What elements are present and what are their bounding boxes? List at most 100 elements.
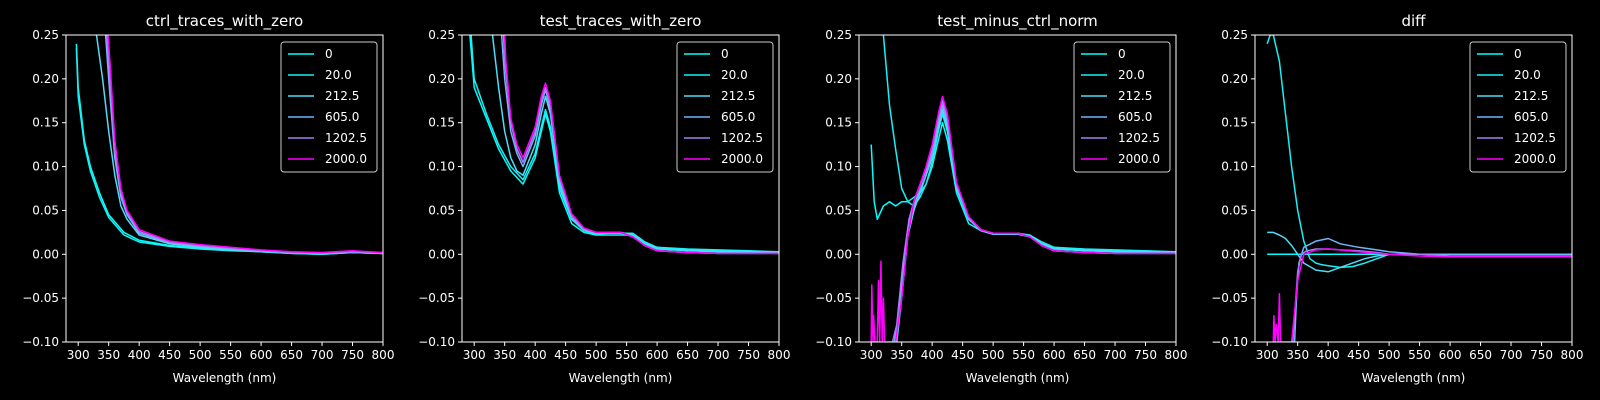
legend: 0 20.0 212.5 605.0 1202.5 2000.0	[1469, 41, 1567, 173]
x-tick-label: 350	[890, 348, 913, 362]
y-tick-label: −0.05	[815, 291, 852, 305]
y-tick-label: 0.20	[428, 72, 455, 86]
y-tick-label: 0.00	[32, 247, 59, 261]
legend-label: 2000.0	[325, 152, 367, 166]
x-tick-label: 450	[158, 348, 181, 362]
series-line-6	[107, 35, 383, 254]
y-tick-label: 0.00	[1221, 247, 1248, 261]
x-tick-label: 800	[372, 348, 395, 362]
x-tick-label: 450	[951, 348, 974, 362]
legend-label: 20.0	[1514, 68, 1541, 82]
y-tick-label: 0.10	[1221, 160, 1248, 174]
y-tick-label: 0.15	[428, 116, 455, 130]
x-tick-label: 450	[1347, 348, 1370, 362]
y-tick-label: −0.05	[22, 291, 59, 305]
y-tick-label: 0.25	[825, 28, 852, 42]
chart-panel-2: 300 350 400 450 500 550 600 650 700 750 800 −0.10 −0…	[418, 12, 790, 385]
series-line-3	[491, 35, 779, 254]
x-tick-label: 300	[67, 348, 90, 362]
legend-label: 2000.0	[1514, 152, 1556, 166]
series-line-2	[75, 48, 383, 256]
y-tick-label: 0.25	[32, 28, 59, 42]
x-tick-label: 750	[1530, 348, 1553, 362]
legend-label: 1202.5	[1514, 131, 1556, 145]
x-axis-label: Wavelength (nm)	[173, 371, 277, 385]
y-tick-label: 0.10	[428, 160, 455, 174]
x-tick-label: 800	[1561, 348, 1584, 362]
legend-label: 212.5	[325, 89, 359, 103]
y-tick-label: −0.10	[1211, 335, 1248, 349]
x-tick-label: 400	[524, 348, 547, 362]
x-tick-label: 550	[1408, 348, 1431, 362]
legend-label: 20.0	[325, 68, 352, 82]
x-tick-label: 550	[1012, 348, 1035, 362]
y-tick-label: 0.05	[32, 203, 59, 217]
x-tick-label: 300	[860, 348, 883, 362]
series-line-5	[1292, 248, 1572, 342]
y-tick-label: 0.20	[1221, 72, 1248, 86]
legend: 0 20.0 212.5 605.0 1202.5 2000.0	[280, 41, 378, 173]
x-tick-label: 800	[1165, 348, 1188, 362]
x-tick-label: 300	[463, 348, 486, 362]
y-tick-label: 0.20	[32, 72, 59, 86]
y-tick-label: 0.05	[428, 203, 455, 217]
series-line-1	[469, 35, 779, 253]
legend-label: 0	[1118, 47, 1126, 61]
x-tick-label: 650	[676, 348, 699, 362]
legend-label: 212.5	[1118, 89, 1152, 103]
chart-panel-1: 300 350 400 450 500 550 600 650 700 750 800 −0.10 −0…	[22, 12, 394, 385]
x-tick-label: 650	[1469, 348, 1492, 362]
x-tick-label: 300	[1256, 348, 1279, 362]
x-tick-label: 750	[341, 348, 364, 362]
x-tick-label: 350	[493, 348, 516, 362]
legend-label: 2000.0	[1118, 152, 1160, 166]
y-tick-label: −0.10	[22, 335, 59, 349]
legend-label: 20.0	[721, 68, 748, 82]
x-tick-label: 600	[1043, 348, 1066, 362]
y-tick-label: −0.10	[815, 335, 852, 349]
x-tick-label: 650	[280, 348, 303, 362]
x-axis-label: Wavelength (nm)	[569, 371, 673, 385]
y-tick-label: 0.15	[1221, 116, 1248, 130]
y-tick-label: 0.00	[428, 247, 455, 261]
axes-frame	[1254, 34, 1573, 343]
x-tick-label: 750	[737, 348, 760, 362]
y-tick-label: 0.20	[825, 72, 852, 86]
axes-frame	[65, 34, 384, 343]
y-tick-label: 0.10	[825, 160, 852, 174]
x-tick-label: 400	[921, 348, 944, 362]
x-tick-label: 400	[1317, 348, 1340, 362]
y-tick-label: 0.25	[428, 28, 455, 42]
x-tick-label: 550	[615, 348, 638, 362]
y-tick-label: −0.05	[418, 291, 455, 305]
y-tick-label: 0.10	[32, 160, 59, 174]
x-tick-label: 550	[219, 348, 242, 362]
x-tick-label: 700	[707, 348, 730, 362]
chart-title: test_traces_with_zero	[540, 12, 702, 31]
legend-label: 212.5	[721, 89, 755, 103]
x-axis-label: Wavelength (nm)	[1362, 371, 1466, 385]
x-tick-label: 600	[646, 348, 669, 362]
x-tick-label: 350	[97, 348, 120, 362]
axes-frame	[461, 34, 780, 343]
chart-panel-3: 300 350 400 450 500 550 600 650 700 750 800 −0.10 −0…	[815, 12, 1187, 385]
x-tick-label: 650	[1073, 348, 1096, 362]
x-tick-label: 500	[982, 348, 1005, 362]
chart-title: test_minus_ctrl_norm	[937, 12, 1098, 31]
y-tick-label: −0.10	[418, 335, 455, 349]
plot-area	[1266, 35, 1572, 342]
legend: 0 20.0 212.5 605.0 1202.5 2000.0	[676, 41, 774, 173]
x-tick-label: 500	[189, 348, 212, 362]
x-tick-label: 500	[1378, 348, 1401, 362]
chart-title: diff	[1401, 12, 1426, 30]
x-tick-label: 500	[585, 348, 608, 362]
x-tick-label: 700	[1500, 348, 1523, 362]
plot-area	[75, 35, 383, 256]
y-tick-label: 0.15	[32, 116, 59, 130]
series-line-6	[1272, 248, 1572, 342]
series-line-5	[106, 35, 383, 255]
legend-label: 605.0	[1118, 110, 1152, 124]
chart-panel-4: 300 350 400 450 500 550 600 650 700 750 800 −0.10 −0…	[1211, 12, 1583, 385]
y-tick-label: 0.15	[825, 116, 852, 130]
x-tick-label: 700	[311, 348, 334, 362]
